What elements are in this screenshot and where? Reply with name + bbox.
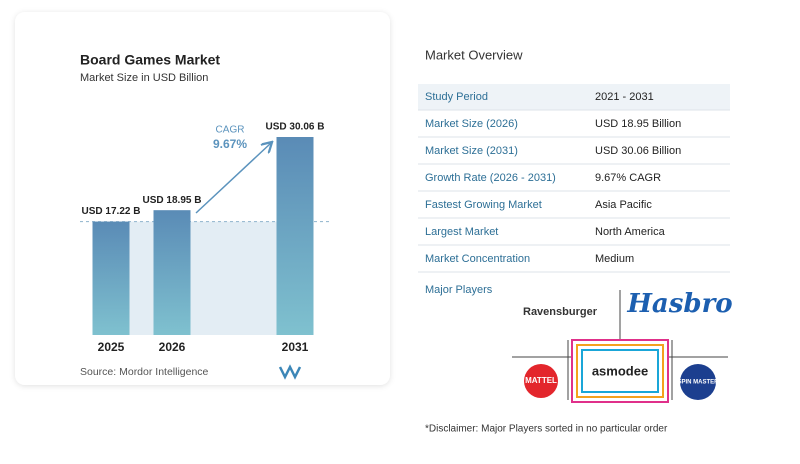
value-label: USD 30.06 B bbox=[266, 122, 325, 133]
cagr-arrow bbox=[195, 143, 271, 214]
value-label: USD 17.22 B bbox=[82, 206, 141, 217]
row-value: Asia Pacific bbox=[595, 199, 652, 211]
row-value: Medium bbox=[595, 253, 634, 265]
player-logo: MATTEL bbox=[525, 376, 557, 385]
bar bbox=[92, 221, 130, 335]
chart-title: Board Games Market bbox=[80, 52, 220, 68]
table-row bbox=[418, 246, 730, 272]
chart-subtitle: Market Size in USD Billion bbox=[80, 72, 208, 84]
row-label: Market Concentration bbox=[425, 253, 530, 265]
bar bbox=[276, 137, 314, 335]
player-logo: Hasbro bbox=[626, 289, 732, 319]
row-label: Fastest Growing Market bbox=[425, 199, 542, 211]
row-label: Study Period bbox=[425, 91, 488, 103]
players-title: Major Players bbox=[425, 284, 493, 296]
x-tick-label: 2025 bbox=[98, 340, 125, 354]
row-value: USD 18.95 Billion bbox=[595, 118, 681, 130]
row-label: Market Size (2026) bbox=[425, 118, 518, 130]
cagr-label: CAGR bbox=[216, 125, 245, 136]
mattel-badge bbox=[524, 364, 558, 398]
row-value: 9.67% CAGR bbox=[595, 172, 661, 184]
source: Source: Mordor Intelligence bbox=[80, 366, 209, 378]
table-row bbox=[418, 138, 730, 164]
table-row bbox=[418, 111, 730, 137]
row-value: North America bbox=[595, 226, 666, 238]
table-row bbox=[418, 219, 730, 245]
logo bbox=[278, 364, 302, 380]
spin-badge bbox=[680, 364, 716, 400]
table-row bbox=[418, 84, 730, 110]
row-label: Market Size (2031) bbox=[425, 145, 518, 157]
x-tick-label: 2026 bbox=[159, 340, 186, 354]
table-row bbox=[418, 192, 730, 218]
cagr-value: 9.67% bbox=[213, 137, 247, 151]
row-value: USD 30.06 Billion bbox=[595, 145, 681, 157]
disclaimer: *Disclaimer: Major Players sorted in no … bbox=[425, 424, 668, 435]
bar bbox=[153, 210, 191, 335]
value-label: USD 18.95 B bbox=[143, 195, 202, 206]
x-tick-label: 2031 bbox=[282, 340, 309, 354]
overview-title: Market Overview bbox=[425, 47, 523, 62]
table-row bbox=[418, 165, 730, 191]
player-logo: asmodee bbox=[592, 363, 648, 378]
player-logo: Ravensburger bbox=[523, 306, 598, 318]
row-label: Largest Market bbox=[425, 226, 498, 238]
row-label: Growth Rate (2026 - 2031) bbox=[425, 172, 556, 184]
row-value: 2021 - 2031 bbox=[595, 91, 654, 103]
player-logo: SPIN MASTER bbox=[677, 380, 719, 386]
